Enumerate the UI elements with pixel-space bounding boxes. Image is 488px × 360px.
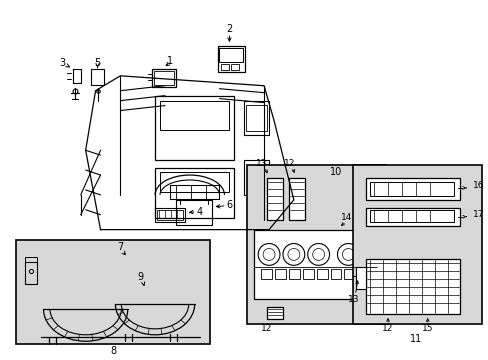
Bar <box>353 165 481 324</box>
Text: 9: 9 <box>137 272 143 282</box>
Text: 15: 15 <box>421 324 432 333</box>
Text: 10: 10 <box>330 167 342 177</box>
Text: 1: 1 <box>166 56 173 66</box>
Bar <box>302 269 313 279</box>
Bar <box>157 210 183 220</box>
Bar <box>358 269 368 279</box>
Text: 2: 2 <box>226 24 232 34</box>
Bar <box>344 269 355 279</box>
Bar <box>274 269 285 279</box>
Text: 16: 16 <box>472 181 484 190</box>
Bar <box>231 64 239 70</box>
Text: 12: 12 <box>261 324 272 333</box>
Bar <box>261 269 271 279</box>
Text: 11: 11 <box>409 334 421 344</box>
Text: 8: 8 <box>110 346 116 356</box>
Bar <box>221 64 229 70</box>
Bar <box>371 269 382 279</box>
Bar <box>155 96 234 160</box>
Bar <box>176 200 211 225</box>
Bar <box>152 69 176 87</box>
Bar <box>16 239 209 344</box>
Bar <box>246 105 266 131</box>
Text: 13: 13 <box>347 294 358 303</box>
Text: 4: 4 <box>196 207 203 217</box>
Bar <box>316 269 327 279</box>
Text: 12: 12 <box>284 159 295 168</box>
Text: 7: 7 <box>117 243 123 252</box>
Text: 6: 6 <box>226 200 232 210</box>
Bar <box>155 208 184 222</box>
Bar <box>288 269 299 279</box>
Bar <box>366 208 460 226</box>
Bar <box>266 307 283 319</box>
Bar <box>160 172 229 192</box>
Text: 14: 14 <box>340 213 351 222</box>
Text: 12: 12 <box>382 324 393 333</box>
Bar <box>369 210 453 222</box>
Bar <box>25 262 37 284</box>
Text: 13: 13 <box>256 159 267 168</box>
Bar <box>244 100 268 135</box>
Bar <box>266 178 283 220</box>
Bar <box>366 178 460 200</box>
Text: 3: 3 <box>60 58 66 68</box>
Bar <box>244 160 268 195</box>
Bar <box>254 230 377 299</box>
Bar <box>330 269 341 279</box>
Bar <box>160 100 229 130</box>
Text: 17: 17 <box>472 210 484 219</box>
Bar <box>247 165 385 324</box>
Bar <box>366 260 460 314</box>
Bar <box>170 185 219 199</box>
Text: 5: 5 <box>94 58 101 68</box>
Bar <box>217 46 245 72</box>
Bar <box>155 168 234 218</box>
Bar <box>219 48 243 62</box>
Bar <box>154 71 174 85</box>
Bar <box>288 178 304 220</box>
Bar <box>90 69 104 85</box>
Bar <box>356 267 366 289</box>
Bar <box>25 257 37 262</box>
Bar <box>369 182 453 196</box>
